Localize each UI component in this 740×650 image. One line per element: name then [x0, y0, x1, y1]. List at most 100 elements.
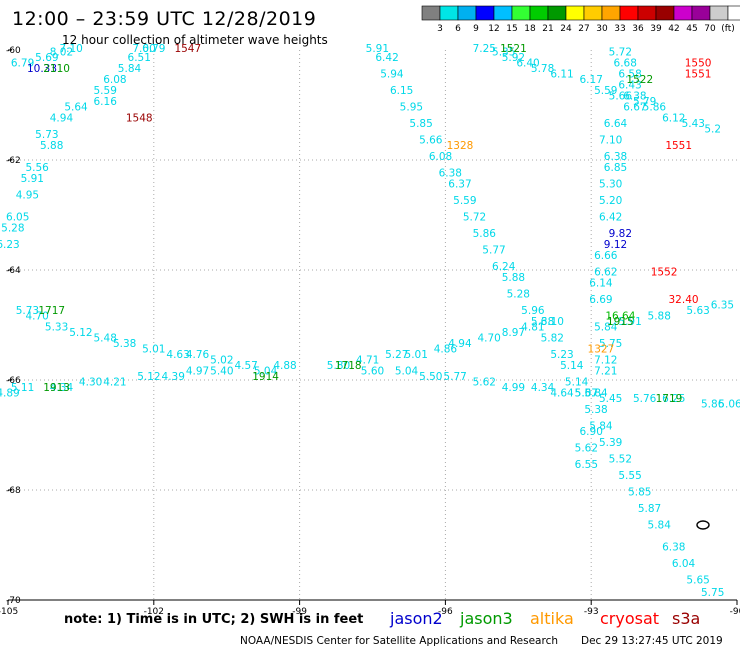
wave-height-label: 7.00 — [132, 43, 155, 55]
x-tick-label: -96 — [438, 607, 453, 617]
wave-height-label: 5.55 — [618, 470, 641, 482]
colorbar-tick-label: 33 — [614, 24, 625, 34]
wave-height-label: 5.86 — [701, 399, 725, 411]
wave-height-label: 6.58 — [618, 69, 641, 81]
wave-height-label: 5.14 — [565, 377, 589, 389]
wave-height-label: 16.64 — [605, 311, 635, 323]
wave-height-label: 4.21 — [103, 377, 126, 389]
wave-height-label: 6.38 — [623, 91, 646, 103]
wave-height-label: 6.38 — [604, 151, 627, 163]
wave-height-label: 5.73 — [16, 305, 39, 317]
wave-height-label: 5.73 — [35, 129, 58, 141]
wave-height-label: 5.88 — [40, 140, 63, 152]
wave-height-label: 6.42 — [375, 52, 398, 64]
y-tick-label: -68 — [6, 486, 21, 496]
colorbar-tick-label: 15 — [506, 24, 517, 34]
wave-height-label: 6.38 — [439, 168, 462, 180]
wave-height-label: 6.25 — [662, 393, 685, 405]
wave-height-label: 7.25 — [473, 43, 496, 55]
legend-s3a: s3a — [672, 609, 701, 628]
wave-height-label: 6.79 — [11, 58, 34, 70]
chart-subtitle: 12 hour collection of altimeter wave hei… — [62, 33, 328, 47]
y-tick-label: -66 — [6, 376, 21, 386]
wave-height-label: 6.08 — [429, 151, 452, 163]
wave-height-label: 6.16 — [94, 96, 118, 108]
wave-height-label: 4.34 — [50, 382, 74, 394]
wave-height-label: 6.11 — [550, 69, 573, 81]
wave-height-label: 6.79 — [142, 43, 165, 55]
wave-height-label: 5.76 — [633, 393, 657, 405]
wave-height-label: 6.04 — [672, 558, 696, 570]
wave-height-label: 5.82 — [541, 333, 564, 345]
wave-height-label: 6.69 — [589, 294, 612, 306]
legend-altika: altika — [530, 609, 574, 628]
wave-height-label: 7.10 — [59, 43, 82, 55]
wave-height-label: 5.85 — [409, 118, 432, 130]
credit-line: NOAA/NESDIS Center for Satellite Applica… — [240, 635, 558, 647]
pass-time-label: 1548 — [126, 113, 153, 125]
wave-height-label: 10.33 — [27, 63, 57, 75]
wave-height-label: 5.28 — [1, 223, 24, 235]
wave-height-label: 5.01 — [142, 344, 165, 356]
pass-time-label: 1547 — [174, 43, 201, 55]
wave-height-label: 5.2 — [704, 124, 721, 136]
wave-height-label: 5.72 — [609, 47, 632, 59]
colorbar-tick-label: 3 — [437, 24, 443, 34]
pass-time-label: 1914 — [252, 371, 279, 383]
timestamp: Dec 29 13:27:45 UTC 2019 — [581, 635, 723, 647]
chart-title: 12:00 – 23:59 UTC 12/28/2019 — [12, 8, 317, 30]
wave-height-label: 5.84 — [118, 63, 142, 75]
wave-height-label: 6.66 — [594, 250, 618, 262]
x-tick-label: -105 — [0, 607, 18, 617]
wave-height-label: 5.86 — [643, 102, 667, 114]
wave-height-label: 5.75 — [599, 338, 622, 350]
wave-height-label: 5.91 — [21, 173, 44, 185]
wave-height-label: 4.94 — [448, 338, 472, 350]
colorbar-swatch — [727, 5, 740, 21]
colorbar-tick-label: 39 — [650, 24, 662, 34]
wave-height-label: 9.82 — [609, 228, 632, 240]
wave-height-label: 5.02 — [210, 355, 233, 367]
wave-height-label: 5.43 — [682, 118, 705, 130]
wave-height-label: 4.71 — [356, 355, 379, 367]
pass-time-label: 1719 — [656, 393, 683, 405]
wave-height-label: 5.07 — [575, 388, 598, 400]
wave-height-label: 5.11 — [11, 382, 34, 394]
wave-height-label: 5.30 — [599, 179, 622, 191]
wave-height-label: 5.96 — [521, 305, 545, 317]
pass-time-label: 1717 — [38, 305, 65, 317]
wave-height-label: 6.24 — [492, 261, 516, 273]
wave-height-label: 4.70 — [477, 333, 500, 345]
pass-time-label: 2110 — [43, 63, 70, 75]
wave-height-label: 7.12 — [594, 355, 617, 367]
wave-height-label: 7.10 — [599, 135, 622, 147]
wave-height-label: 6.90 — [580, 426, 603, 438]
wave-height-label: 5.52 — [609, 454, 632, 466]
pass-time-label: 1913 — [43, 382, 70, 394]
wave-height-label: 5.87 — [638, 503, 661, 515]
wave-height-label: 6.14 — [589, 278, 613, 290]
wave-height-label: 5.28 — [507, 289, 530, 301]
wave-height-label: 5.91 — [618, 316, 641, 328]
wave-height-label: 4.70 — [25, 311, 48, 323]
wave-height-label: 4.95 — [16, 190, 39, 202]
wave-height-label: 5.39 — [599, 437, 622, 449]
pass-time-label: 1551 — [665, 140, 692, 152]
island-outline — [696, 520, 710, 530]
wave-height-label: 6.23 — [0, 239, 20, 251]
wave-height-label: 5.01 — [405, 349, 428, 361]
wave-height-label: 5.78 — [531, 63, 554, 75]
wave-height-label: 4.99 — [502, 382, 525, 394]
wave-height-label: 5.84 — [589, 421, 613, 433]
wave-height-label: 32.40 — [669, 294, 699, 306]
wave-height-label: 6.68 — [614, 58, 637, 70]
wave-height-label: 4.94 — [50, 113, 74, 125]
wave-height-label: 6.40 — [516, 58, 539, 70]
colorbar-tick-label: 42 — [668, 24, 679, 34]
wave-height-label: 6.64 — [604, 118, 628, 130]
wave-height-label: 5.63 — [686, 305, 709, 317]
wave-height-label: 5.04 — [395, 366, 419, 378]
wave-height-label: 5.85 — [628, 487, 651, 499]
wave-height-label: 5.88 — [648, 311, 671, 323]
